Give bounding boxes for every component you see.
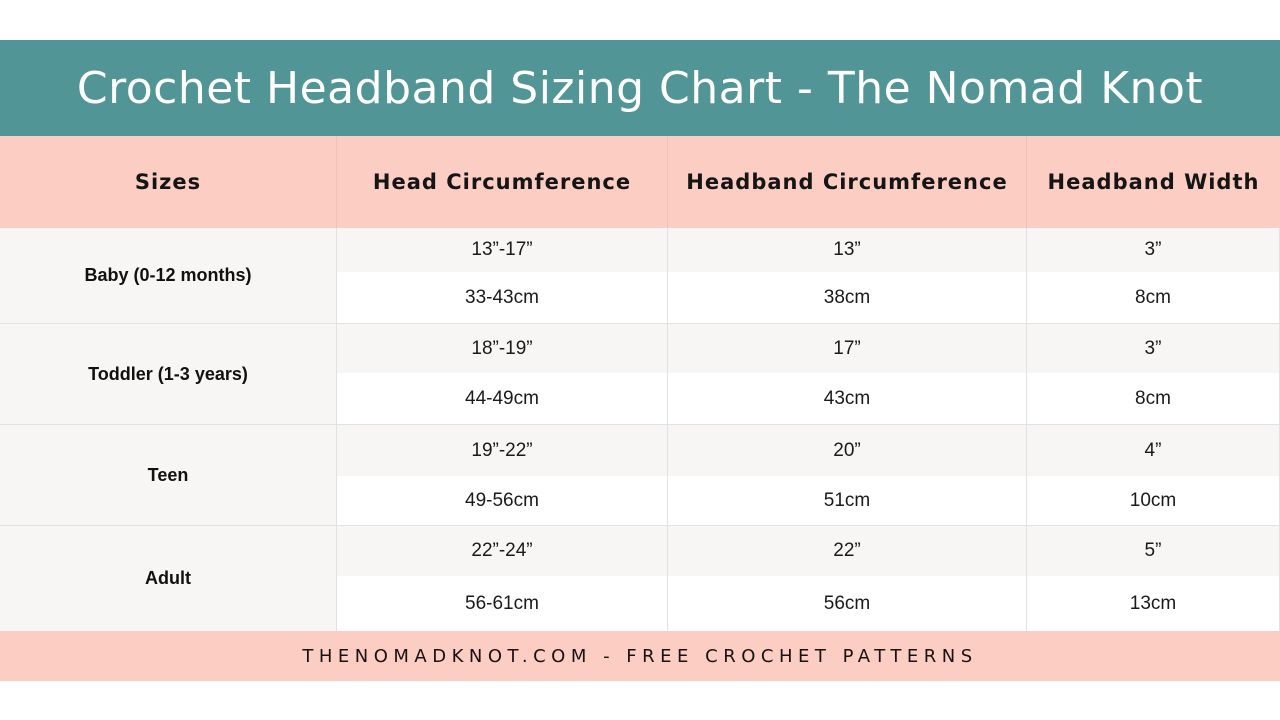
table-row-toddler: Toddler (1-3 years) 18”-19” 17” 3” 44-49… [0, 324, 1280, 425]
footer-banner: THENOMADKNOT.COM - FREE CROCHET PATTERNS [0, 631, 1280, 681]
page-title: Crochet Headband Sizing Chart - The Noma… [76, 62, 1204, 114]
head-circumference-cm: 56-61cm [337, 576, 668, 631]
headband-circumference-inches: 13” [668, 228, 1027, 272]
head-circumference-inches: 13”-17” [337, 228, 668, 272]
head-circumference-cm: 49-56cm [337, 476, 668, 525]
headband-width-cm: 10cm [1027, 476, 1280, 525]
column-header-head-circumference: Head Circumference [337, 136, 668, 228]
inches-row: 22”-24” 22” 5” [337, 526, 1280, 576]
headband-width-inches: 5” [1027, 526, 1280, 576]
headband-width-inches: 4” [1027, 425, 1280, 476]
table-header-row: Sizes Head Circumference Headband Circum… [0, 136, 1280, 228]
inches-row: 13”-17” 13” 3” [337, 228, 1280, 272]
headband-width-inches: 3” [1027, 324, 1280, 373]
headband-circumference-cm: 43cm [668, 373, 1027, 424]
footer-text: THENOMADKNOT.COM - FREE CROCHET PATTERNS [302, 645, 978, 667]
cm-row: 56-61cm 56cm 13cm [337, 576, 1280, 631]
table-row-baby: Baby (0-12 months) 13”-17” 13” 3” 33-43c… [0, 228, 1280, 324]
cm-row: 33-43cm 38cm 8cm [337, 272, 1280, 323]
headband-circumference-inches: 20” [668, 425, 1027, 476]
title-banner: Crochet Headband Sizing Chart - The Noma… [0, 40, 1280, 136]
headband-width-inches: 3” [1027, 228, 1280, 272]
size-label: Adult [0, 526, 337, 631]
headband-circumference-cm: 56cm [668, 576, 1027, 631]
column-header-headband-circumference: Headband Circumference [668, 136, 1027, 228]
headband-width-cm: 8cm [1027, 272, 1280, 323]
headband-circumference-cm: 38cm [668, 272, 1027, 323]
size-label: Teen [0, 425, 337, 525]
headband-width-cm: 13cm [1027, 576, 1280, 631]
column-header-headband-width: Headband Width [1047, 170, 1260, 194]
table-row-teen: Teen 19”-22” 20” 4” 49-56cm 51cm 10cm [0, 425, 1280, 526]
head-circumference-cm: 33-43cm [337, 272, 668, 323]
head-circumference-inches: 19”-22” [337, 425, 668, 476]
column-header-sizes: Sizes [0, 136, 337, 228]
head-circumference-inches: 18”-19” [337, 324, 668, 373]
size-label: Baby (0-12 months) [0, 228, 337, 323]
inches-row: 18”-19” 17” 3” [337, 324, 1280, 373]
headband-circumference-cm: 51cm [668, 476, 1027, 525]
headband-width-cm: 8cm [1027, 373, 1280, 424]
head-circumference-inches: 22”-24” [337, 526, 668, 576]
inches-row: 19”-22” 20” 4” [337, 425, 1280, 476]
cm-row: 44-49cm 43cm 8cm [337, 373, 1280, 424]
headband-circumference-inches: 17” [668, 324, 1027, 373]
headband-circumference-inches: 22” [668, 526, 1027, 576]
cm-row: 49-56cm 51cm 10cm [337, 476, 1280, 525]
table-row-adult: Adult 22”-24” 22” 5” 56-61cm 56cm 13cm [0, 526, 1280, 631]
size-label: Toddler (1-3 years) [0, 324, 337, 424]
head-circumference-cm: 44-49cm [337, 373, 668, 424]
